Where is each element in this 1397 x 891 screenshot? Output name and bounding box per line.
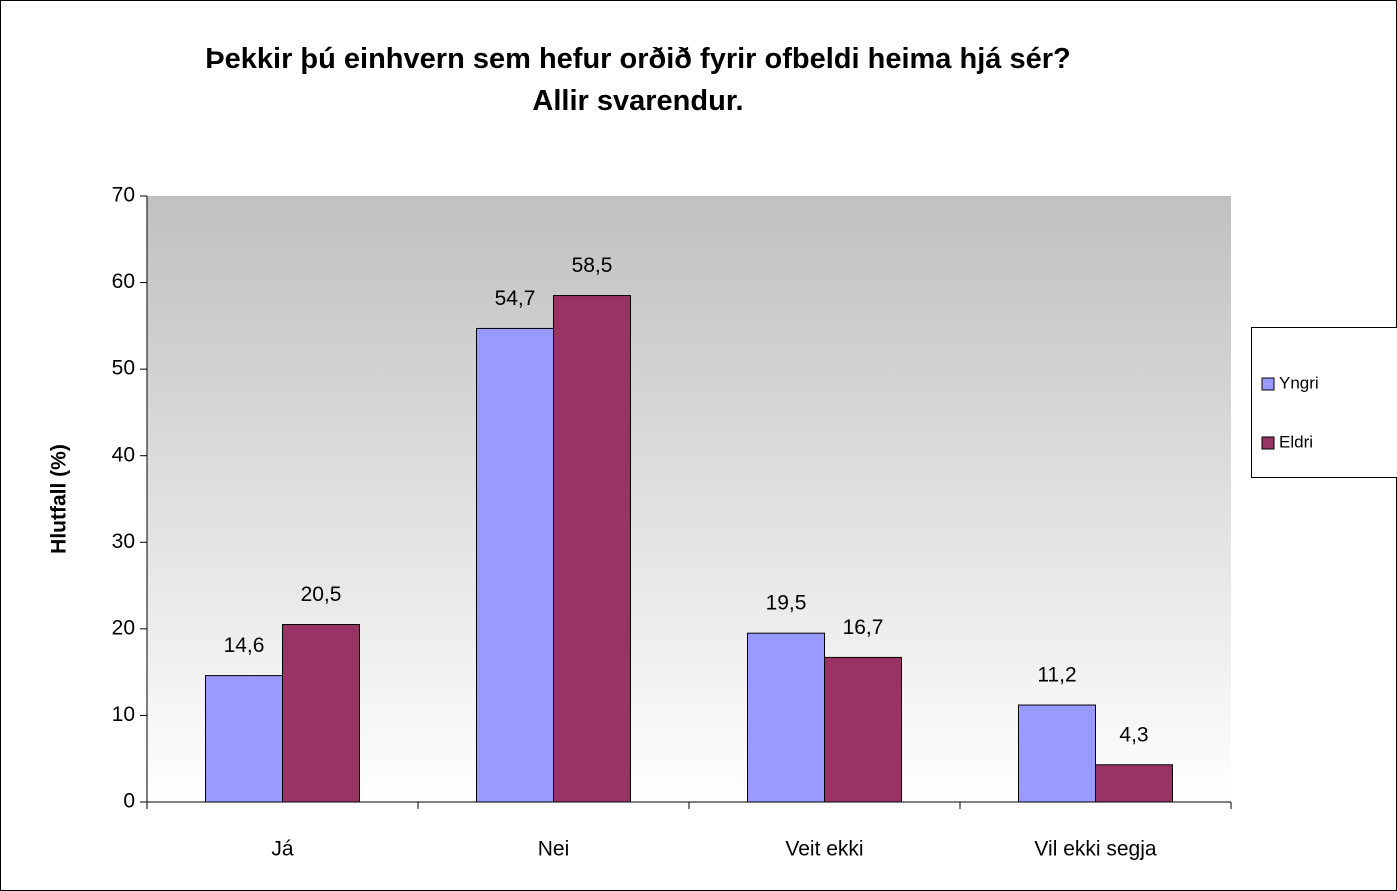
value-label: 4,3 [1119, 723, 1148, 746]
y-axis-label: Hlutfall (%) [48, 444, 71, 554]
legend-swatch [1261, 377, 1275, 391]
legend-box [1251, 327, 1397, 478]
x-tick-label: Veit ekki [785, 838, 863, 861]
bar [824, 656, 902, 803]
legend-label: Yngri [1279, 373, 1319, 392]
chart-title: Þekkir þú einhvern sem hefur orðið fyrir… [205, 43, 1071, 117]
x-tick-label: Já [271, 838, 294, 861]
bar [1018, 704, 1096, 803]
bar [282, 624, 360, 803]
y-tick-label: 30 [112, 530, 135, 553]
bar [205, 675, 283, 803]
bar [1095, 764, 1173, 803]
x-tick-label: Nei [538, 838, 570, 861]
y-tick-label: 60 [112, 270, 135, 293]
value-label: 11,2 [1037, 664, 1076, 687]
value-label: 14,6 [224, 634, 265, 657]
value-label: 54,7 [495, 287, 536, 310]
x-tick-label: Vil ekki segja [1034, 838, 1156, 861]
value-label: 16,7 [843, 616, 884, 639]
y-tick-label: 10 [112, 703, 135, 726]
bar [747, 632, 825, 803]
y-tick-label: 50 [112, 357, 135, 380]
bar [553, 295, 631, 803]
y-tick-label: 0 [123, 790, 135, 813]
y-tick-label: 20 [112, 616, 135, 639]
legend-swatch [1261, 436, 1275, 450]
y-tick-label: 70 [112, 184, 135, 207]
legend-label: Eldri [1279, 432, 1313, 451]
y-tick-label: 40 [112, 443, 135, 466]
value-label: 20,5 [301, 583, 342, 606]
value-label: 58,5 [572, 254, 613, 277]
bar [476, 327, 554, 803]
value-label: 19,5 [766, 592, 807, 615]
